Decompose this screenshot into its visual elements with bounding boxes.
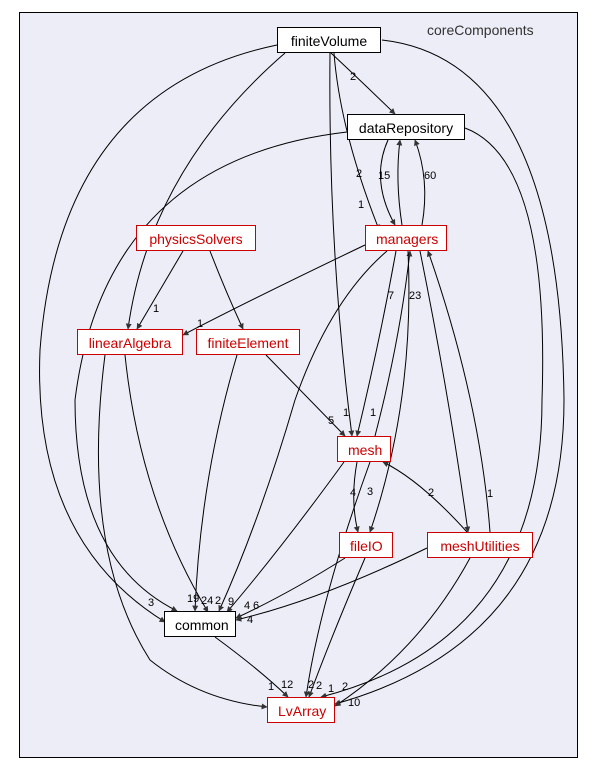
edge-label: 1 xyxy=(343,407,349,419)
node-common[interactable]: common xyxy=(164,611,236,637)
node-label: mesh xyxy=(348,442,382,458)
edge-label: 2 xyxy=(350,71,356,83)
node-meshUtilities[interactable]: meshUtilities xyxy=(427,532,533,558)
node-label: common xyxy=(175,617,229,633)
edge-label: 1 xyxy=(197,318,203,330)
node-LvArray[interactable]: LvArray xyxy=(267,697,335,723)
node-label: physicsSolvers xyxy=(149,231,242,247)
node-linearAlgebra[interactable]: linearAlgebra xyxy=(77,329,183,355)
graph-container xyxy=(19,12,578,758)
node-fileIO[interactable]: fileIO xyxy=(339,532,393,558)
node-label: dataRepository xyxy=(359,120,453,136)
edge-label: 5 xyxy=(328,415,334,427)
edge-label: 2 xyxy=(308,679,314,691)
edge-label: 4 xyxy=(350,487,356,499)
edge-label: 9 xyxy=(228,596,234,608)
edge-label: 2 xyxy=(342,681,348,693)
node-physicsSolvers[interactable]: physicsSolvers xyxy=(136,225,256,251)
edge-label: 2 xyxy=(316,680,322,692)
node-label: managers xyxy=(376,231,438,247)
node-label: linearAlgebra xyxy=(89,335,172,351)
edge-label: 1 xyxy=(328,683,334,695)
node-mesh[interactable]: mesh xyxy=(337,436,391,462)
edge-label: 12 xyxy=(281,679,293,691)
edge-label: 1 xyxy=(268,681,274,693)
node-finiteVolume[interactable]: finiteVolume xyxy=(277,27,381,53)
edge-label: 3 xyxy=(367,486,373,498)
edge-label: 60 xyxy=(424,170,436,182)
edge-label: 3 xyxy=(148,597,154,609)
edge-label: 1 xyxy=(153,303,159,315)
container-label: coreComponents xyxy=(427,22,534,38)
edge-label: 2 xyxy=(356,168,362,180)
node-finiteElement[interactable]: finiteElement xyxy=(196,329,300,355)
edge-label: 10 xyxy=(348,697,360,709)
edge-label: 1 xyxy=(487,488,493,500)
node-label: LvArray xyxy=(278,703,326,719)
edge-label: 1 xyxy=(370,407,376,419)
edge-label: 4 xyxy=(247,614,253,626)
node-managers[interactable]: managers xyxy=(365,225,447,251)
edge-label: 2 xyxy=(215,595,221,607)
edge-label: 6 xyxy=(253,600,259,612)
edge-label: 24 xyxy=(201,595,213,607)
edge-label: 4 xyxy=(244,600,250,612)
node-label: finiteVolume xyxy=(291,33,367,49)
edge-label: 15 xyxy=(378,170,390,182)
edge-label: 23 xyxy=(409,290,421,302)
node-dataRepository[interactable]: dataRepository xyxy=(347,114,465,140)
node-label: fileIO xyxy=(350,538,383,554)
node-label: finiteElement xyxy=(208,335,289,351)
edge-label: 19 xyxy=(187,593,199,605)
edge-label: 7 xyxy=(388,290,394,302)
edge-label: 1 xyxy=(358,199,364,211)
edge-label: 2 xyxy=(428,487,434,499)
node-label: meshUtilities xyxy=(440,538,519,554)
